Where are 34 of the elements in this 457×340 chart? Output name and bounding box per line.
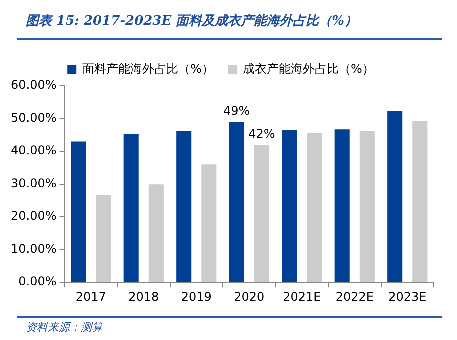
bar — [254, 144, 270, 282]
legend-label: 成衣产能海外占比（%） — [243, 62, 374, 76]
bar — [360, 131, 375, 282]
y-tick-label: 10.00% — [10, 242, 57, 256]
y-tick-label: 30.00% — [10, 176, 57, 190]
x-tick-label: 2020 — [234, 290, 265, 304]
bar — [412, 121, 428, 282]
bar — [334, 130, 350, 282]
bar — [96, 195, 112, 282]
data-label: 49% — [224, 104, 250, 118]
chart-title: 图表 15: 2017-2023E 面料及成衣产能海外占比（%） — [26, 12, 358, 30]
y-tick-label: 20.00% — [10, 209, 57, 224]
bar — [388, 112, 403, 282]
x-tick-label: 2021E — [283, 290, 322, 304]
bar — [124, 134, 139, 282]
text: 资料来源：测算 — [26, 320, 103, 335]
bar — [148, 184, 164, 282]
data-label: 42% — [248, 127, 276, 142]
y-tick-label: 40.00% — [10, 144, 57, 158]
y-tick-label: 50.00% — [10, 110, 57, 125]
bar — [282, 130, 298, 282]
bar — [71, 142, 86, 282]
bar — [176, 132, 192, 282]
bar — [229, 122, 244, 282]
bar — [307, 134, 322, 282]
y-tick-label: 60.00% — [10, 78, 57, 92]
y-tick-label: 0.00% — [18, 274, 57, 289]
x-tick-label: 2018 — [128, 290, 160, 304]
x-tick-label: 2019 — [181, 290, 212, 304]
legend-label: 面料产能海外占比（%） — [82, 62, 214, 76]
x-tick-label: 2023E — [388, 290, 427, 304]
bar — [202, 164, 217, 282]
x-tick-label: 2022E — [336, 290, 374, 304]
x-tick-label: 2017 — [76, 290, 106, 304]
